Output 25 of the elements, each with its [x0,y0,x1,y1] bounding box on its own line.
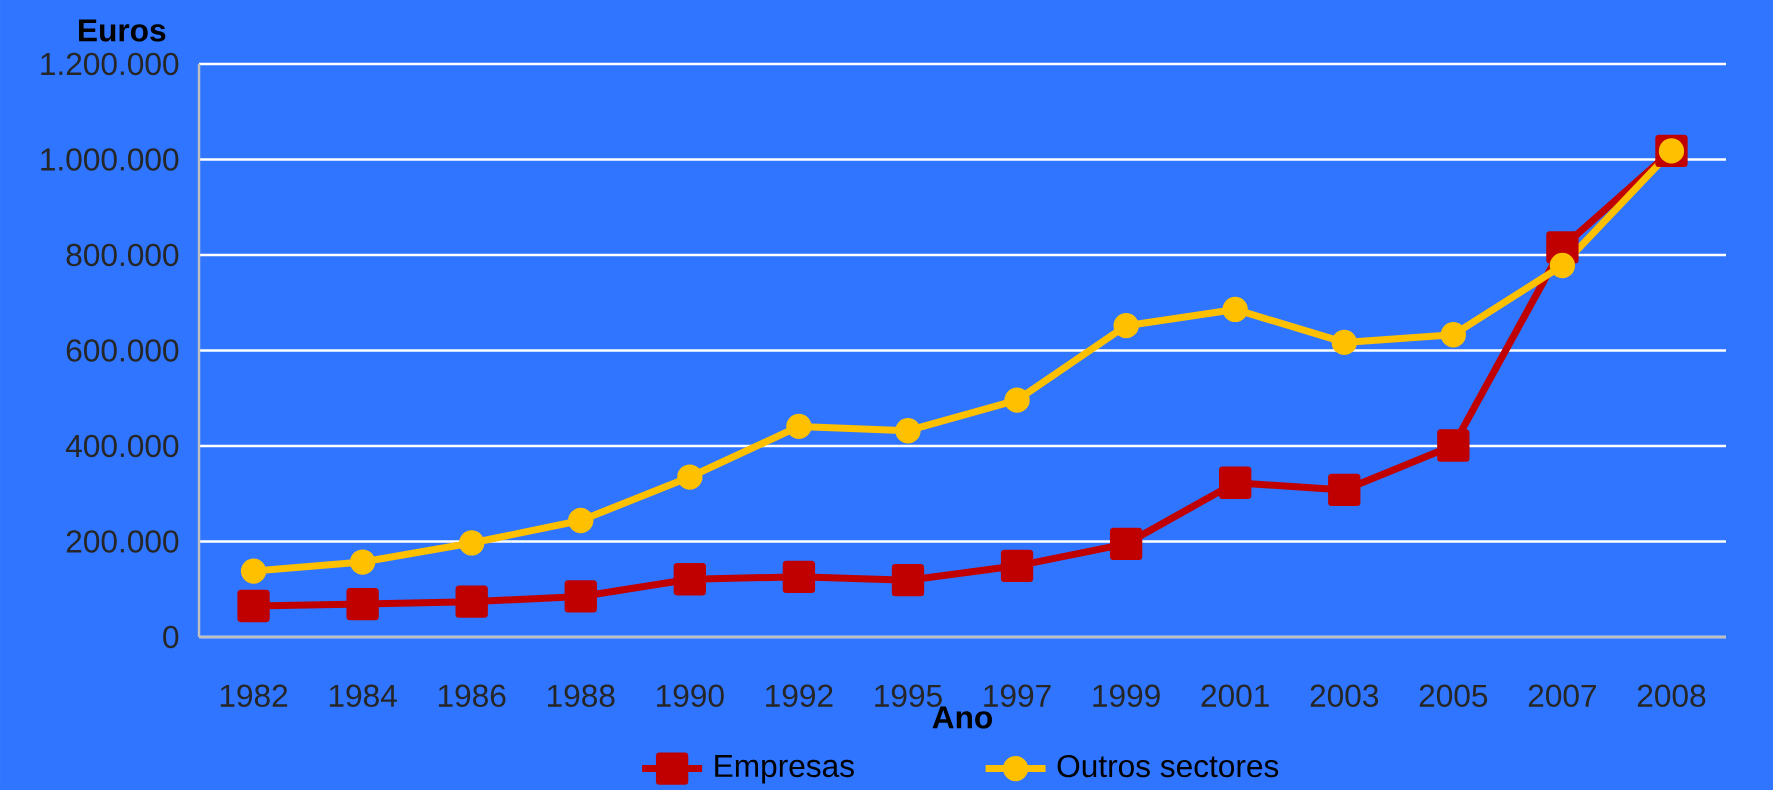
y-tick-label: 0 [163,625,179,649]
y-tick-label: 1.000.000 [41,148,179,171]
x-tick-label: 2007 [1528,684,1596,707]
x-tick-label: 1986 [438,684,506,707]
x-tick-label: 2005 [1419,684,1488,707]
x-tick-label: 1984 [329,684,397,707]
x-tick-label: 1992 [766,684,833,707]
x-tick-label: 2008 [1637,684,1706,707]
x-tick-label: 1982 [220,684,288,707]
y-tick-label: 400.000 [65,434,179,458]
x-tick-label: 1990 [657,684,724,707]
y-axis-title: Euros [79,19,166,42]
x-tick-label: 1995 [875,684,942,707]
x-tick-label: 2001 [1201,684,1269,707]
x-tick-label: 2003 [1310,684,1379,707]
y-tick-label: 600.000 [66,339,179,362]
legend-label: Empresas [715,755,854,784]
x-tick-label: 1997 [984,684,1051,707]
x-tick-label: 1999 [1093,684,1160,707]
y-tick-label: 1.200.000 [41,52,179,76]
legend-label: Outros sectores [1057,754,1279,778]
x-axis-title: Ano [932,706,993,729]
x-tick-label: 1988 [548,684,615,707]
y-tick-label: 200.000 [66,530,179,553]
y-tick-label: 800.000 [66,243,179,267]
